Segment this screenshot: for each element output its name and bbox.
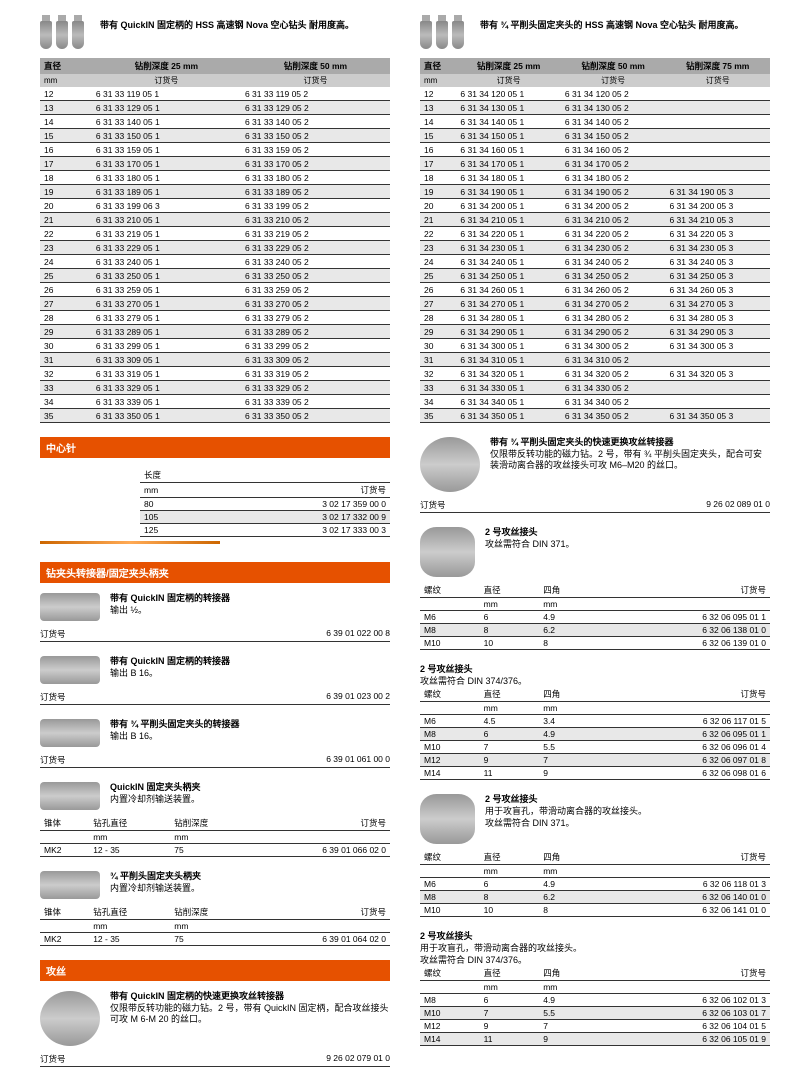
holder2-table: 锥体钻孔直径钻削深度订货号 mmmm MK212 - 35756 39 01 0… [40, 905, 390, 946]
collet2-table: 螺纹直径四角订货号 mmmm M664.96 32 06 095 01 1M88… [420, 583, 770, 650]
center-pin-table: 长度 mm订货号 803 02 17 359 00 01053 02 17 33… [140, 468, 390, 537]
center-pin-header: 中心针 [40, 437, 390, 458]
tapping-header: 攻丝 [40, 960, 390, 981]
holder-image [40, 782, 100, 810]
adapter-image [40, 656, 100, 684]
left-title: 带有 QuickIN 固定柄的 HSS 高速钢 Nova 空心钻头 耐用度高。 [100, 20, 390, 32]
pin-image [40, 541, 220, 544]
collet3-table: 螺纹直径四角订货号 mmmm M64.53.46 32 06 117 01 5M… [420, 687, 770, 780]
holder1-table: 锥体钻孔直径钻削深度订货号 mmmm MK212 - 35756 39 01 0… [40, 816, 390, 857]
left-table: 直径钻削深度 25 mm钻削深度 50 mm mm订货号订货号 126 31 3… [40, 58, 390, 423]
right-table: 直径钻削深度 25 mm钻削深度 50 mm钻削深度 75 mm mm订货号订货… [420, 58, 770, 423]
adapter-image [40, 593, 100, 621]
collet5-table: 螺纹直径四角订货号 mmmm M864.96 32 06 102 01 3M10… [420, 966, 770, 1046]
adapters-header: 钻夹头转接器/固定夹头柄夹 [40, 562, 390, 583]
collet-image [420, 527, 475, 577]
tap-adapter-image [420, 437, 480, 492]
drill-icon [40, 20, 100, 50]
holder-image [40, 871, 100, 899]
collet4-table: 螺纹直径四角订货号 mmmm M664.96 32 06 118 01 3M88… [420, 850, 770, 917]
adapter-image [40, 719, 100, 747]
collet-image [420, 794, 475, 844]
tap-adapter-image [40, 991, 100, 1046]
drill-icon [420, 20, 480, 50]
right-title: 带有 ¾ 平削头固定夹头的 HSS 高速钢 Nova 空心钻头 耐用度高。 [480, 20, 770, 32]
